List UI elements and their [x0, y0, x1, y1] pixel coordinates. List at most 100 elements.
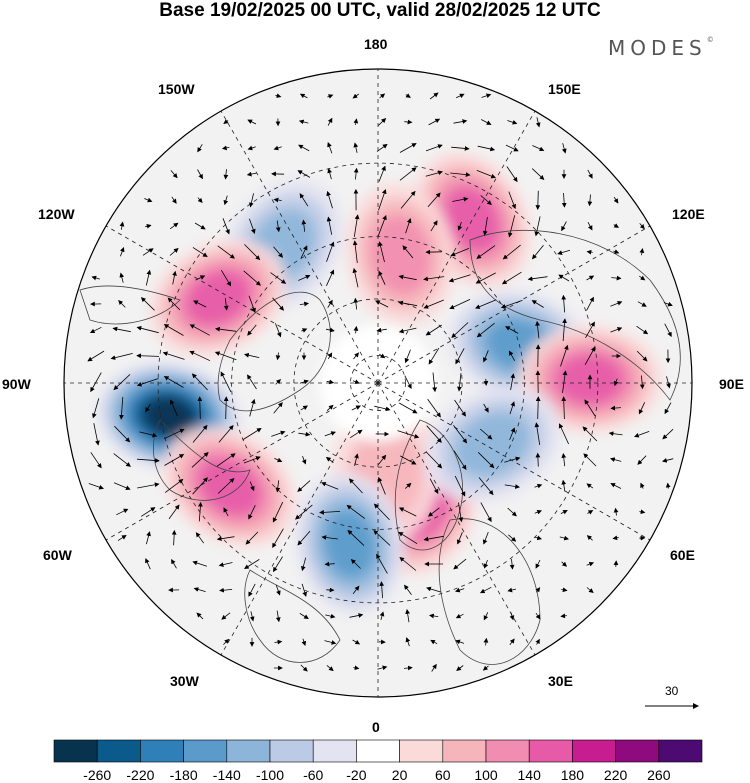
wind-vector: [376, 143, 388, 152]
wind-vector: [223, 638, 230, 645]
wind-vector: [298, 144, 310, 152]
wind-vector: [378, 241, 385, 263]
wind-vector: [189, 324, 210, 336]
wind-vector: [327, 142, 333, 154]
wind-vector: [502, 244, 521, 260]
wind-vector: [378, 270, 386, 285]
wind-vector: [91, 275, 100, 281]
colorbar-tick-label: -180: [169, 767, 198, 783]
wind-vector: [245, 531, 259, 545]
wind-vector: [427, 398, 441, 418]
wind-vector: [586, 587, 594, 594]
wind-vector: [162, 351, 185, 360]
wind-vector: [319, 509, 341, 515]
wind-vector: [613, 196, 619, 204]
wind-vector: [301, 583, 308, 597]
wind-vector: [583, 453, 597, 467]
wind-vector: [243, 270, 261, 286]
wind-vector: [613, 249, 620, 254]
wind-vector: [217, 477, 235, 494]
wind-vector: [455, 639, 465, 645]
wind-vector: [535, 190, 541, 210]
coastline: [469, 229, 681, 401]
wind-vector: [274, 457, 283, 463]
wind-vector: [457, 373, 462, 392]
colorbar-tick-label: -60: [303, 767, 324, 783]
wind-vector: [220, 269, 232, 287]
wind-vector: [423, 299, 444, 309]
wind-vector: [275, 352, 281, 361]
wind-vector: [350, 558, 361, 569]
wind-vector: [532, 145, 545, 152]
wind-vector: [561, 294, 567, 313]
wind-vector: [535, 396, 541, 420]
wind-vector: [90, 372, 102, 393]
wind-vector: [427, 507, 440, 517]
wind-vector: [378, 165, 386, 182]
colorbar-swatch: [442, 739, 487, 763]
wind-vector: [197, 197, 203, 204]
wind-vector: [163, 428, 185, 440]
wind-vector: [218, 424, 234, 443]
wind-vector: [397, 430, 420, 439]
wind-vector: [587, 169, 593, 179]
wind-vector: [169, 222, 179, 230]
wind-vector: [561, 561, 567, 567]
wind-vector: [244, 559, 260, 570]
wind-vector: [531, 300, 544, 308]
wind-vector: [354, 453, 359, 466]
wind-vector: [510, 373, 516, 391]
wind-vector: [423, 535, 444, 542]
wind-vector: [297, 170, 311, 178]
wind-vector: [560, 510, 568, 515]
wind-vector: [164, 454, 185, 466]
wind-vector: [456, 665, 464, 671]
wind-vector: [509, 559, 515, 570]
wind-vector: [299, 379, 309, 385]
wind-vector: [301, 219, 307, 232]
wind-vector: [222, 218, 230, 235]
wind-vector: [142, 248, 154, 256]
wind-vector: [662, 458, 674, 463]
colorbar-tick-label: -100: [255, 767, 285, 783]
wind-vector: [662, 428, 674, 440]
wind-vector: [636, 350, 648, 362]
wind-vector: [664, 402, 672, 415]
wind-vector: [455, 348, 465, 365]
wind-vector: [613, 378, 619, 387]
wind-vector: [454, 399, 466, 417]
wind-vector: [398, 274, 417, 281]
wind-vector: [301, 456, 307, 465]
wind-vector: [451, 146, 470, 151]
wind-vector: [87, 350, 105, 362]
wind-vector: [639, 248, 645, 256]
wind-vector: [146, 531, 151, 545]
wind-vector: [300, 245, 308, 259]
wind-vector: [425, 170, 443, 177]
wind-vector: [247, 145, 256, 151]
wind-vector: [192, 247, 208, 258]
label-150e: 150E: [548, 81, 581, 97]
wind-vector: [507, 215, 516, 238]
wind-vector: [198, 501, 203, 522]
wind-vector: [169, 247, 179, 256]
wind-vector: [455, 93, 465, 99]
wind-vector: [247, 324, 257, 336]
wind-vector: [119, 272, 125, 283]
wind-vector: [197, 144, 203, 153]
wind-vector: [504, 484, 520, 489]
wind-vector: [248, 295, 256, 313]
wind-vector: [507, 119, 518, 125]
wind-vector: [404, 482, 412, 489]
wind-vector: [119, 396, 124, 420]
wind-vector: [475, 272, 496, 284]
wind-vector: [429, 478, 439, 495]
colorbar-tick-label: -140: [212, 767, 241, 783]
colorbar-swatch: [658, 739, 703, 763]
wind-vector: [168, 504, 180, 520]
wind-vector: [352, 379, 360, 384]
wind-vector: [136, 458, 160, 463]
wind-vector: [172, 270, 177, 285]
wind-vector: [507, 587, 516, 593]
